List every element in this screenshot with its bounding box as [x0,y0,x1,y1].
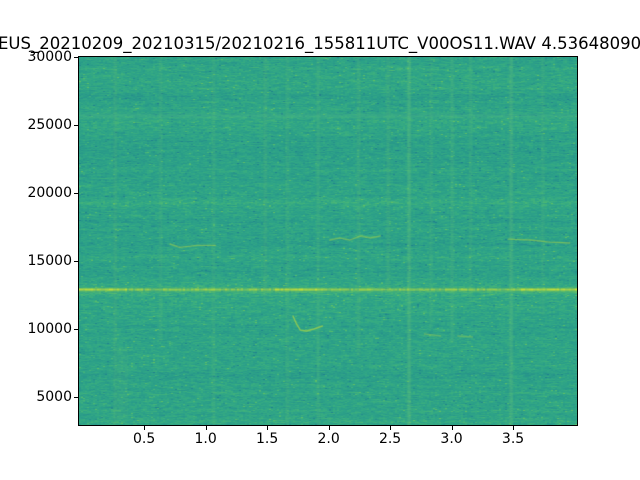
x-tick-mark [513,426,515,430]
figure-title: EUS_20210209_20210315/20210216_155811UTC… [0,34,640,53]
y-tick-label: 10000 [27,320,72,337]
x-tick-mark [328,426,330,430]
x-tick-label: 2.5 [378,431,402,447]
x-tick-mark [144,426,146,430]
x-tick-label: 3.5 [501,431,525,447]
x-tick-label: 2.0 [317,431,340,447]
x-tick-label: 0.5 [133,431,156,447]
x-tick-mark [267,426,269,430]
y-tick-label: 20000 [27,184,72,201]
y-tick-label: 30000 [27,49,72,65]
y-tick-label: 25000 [27,116,72,133]
y-tick-mark [74,124,78,126]
x-tick-mark [451,426,453,430]
y-tick-label: 15000 [27,252,72,269]
y-tick-label: 5000 [36,388,72,405]
x-tick-mark [390,426,392,430]
x-tick-label: 3.0 [440,431,463,447]
y-tick-mark [74,328,78,330]
y-tick-mark [74,192,78,194]
plot-area [78,56,578,426]
x-tick-mark [205,426,207,430]
x-tick-label: 1.5 [255,431,279,447]
spectrogram-canvas [79,57,577,425]
x-tick-label: 1.0 [194,431,217,447]
y-tick-mark [74,57,78,58]
y-tick-mark [74,260,78,262]
y-tick-mark [74,396,78,398]
